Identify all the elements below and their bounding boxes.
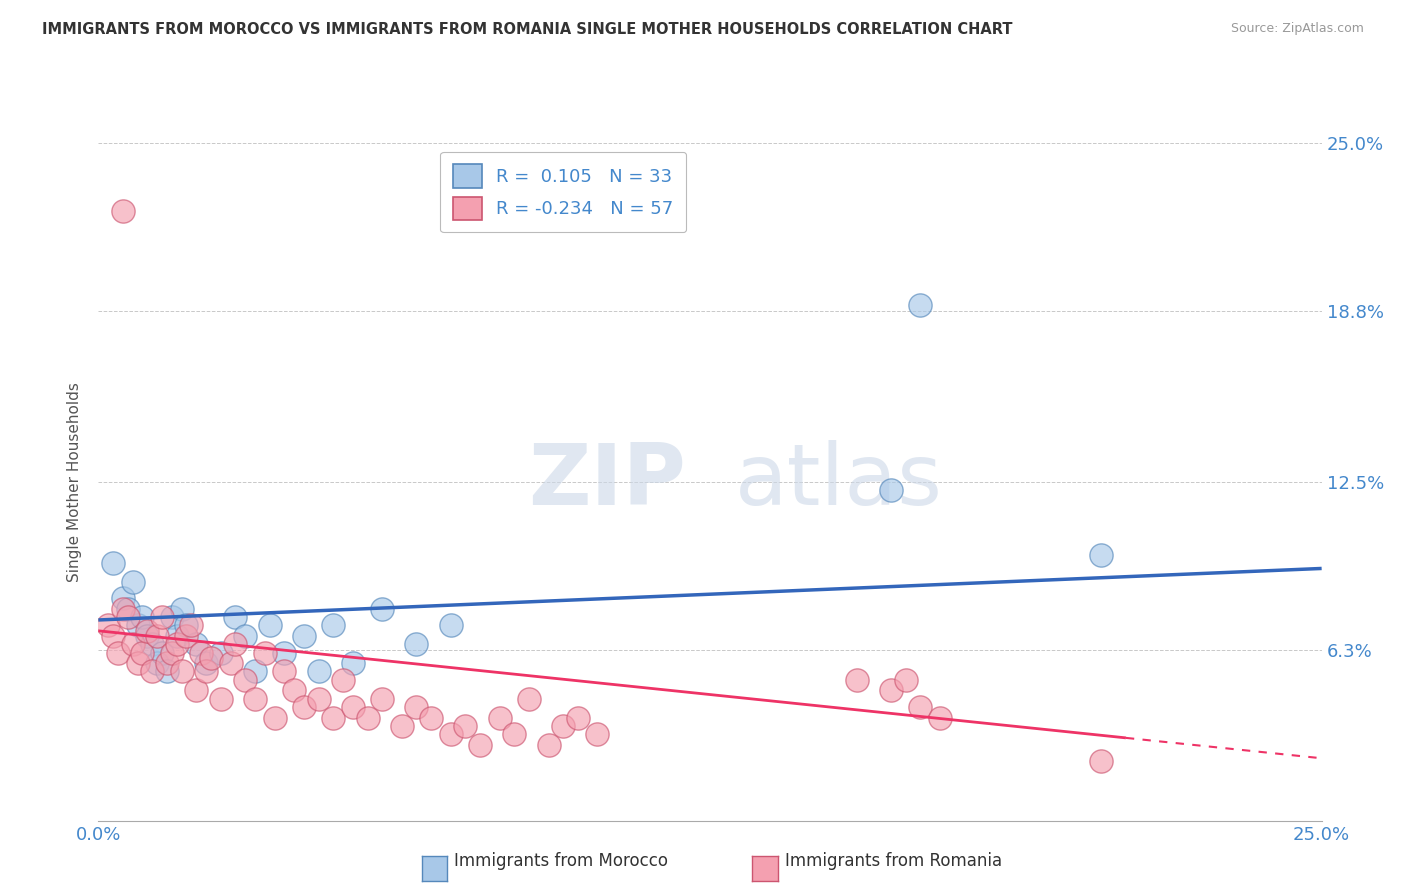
Point bbox=[150, 646, 173, 660]
Point bbox=[117, 610, 139, 624]
Point bbox=[136, 629, 159, 643]
Point bbox=[141, 665, 163, 679]
Point bbox=[468, 738, 491, 752]
Point bbox=[253, 646, 276, 660]
Text: Immigrants from Romania: Immigrants from Romania bbox=[785, 852, 1001, 870]
Point bbox=[1090, 754, 1112, 768]
Point bbox=[111, 602, 134, 616]
Point bbox=[440, 727, 463, 741]
Y-axis label: Single Mother Households: Single Mother Households bbox=[67, 382, 83, 582]
Point bbox=[170, 665, 193, 679]
Point bbox=[292, 699, 315, 714]
Point bbox=[176, 629, 198, 643]
Point bbox=[405, 637, 427, 651]
Point bbox=[910, 298, 932, 312]
Point bbox=[332, 673, 354, 687]
Point bbox=[233, 673, 256, 687]
Point bbox=[503, 727, 526, 741]
Point bbox=[517, 691, 540, 706]
Point bbox=[186, 637, 208, 651]
Point bbox=[322, 710, 344, 724]
Point bbox=[111, 591, 134, 606]
Point bbox=[136, 624, 159, 638]
Point bbox=[224, 637, 246, 651]
Point bbox=[537, 738, 560, 752]
Point bbox=[97, 618, 120, 632]
Point bbox=[342, 657, 364, 671]
Point bbox=[117, 602, 139, 616]
Point bbox=[259, 618, 281, 632]
Legend: R =  0.105   N = 33, R = -0.234   N = 57: R = 0.105 N = 33, R = -0.234 N = 57 bbox=[440, 152, 686, 233]
Point bbox=[127, 618, 149, 632]
Point bbox=[586, 727, 609, 741]
Point bbox=[166, 637, 188, 651]
Point bbox=[342, 699, 364, 714]
Text: Source: ZipAtlas.com: Source: ZipAtlas.com bbox=[1230, 22, 1364, 36]
Point bbox=[233, 629, 256, 643]
Point bbox=[101, 556, 124, 570]
Point bbox=[127, 657, 149, 671]
Point bbox=[146, 629, 169, 643]
Point bbox=[263, 710, 285, 724]
Point bbox=[186, 683, 208, 698]
Point bbox=[454, 719, 477, 733]
Point bbox=[107, 646, 129, 660]
Point bbox=[176, 618, 198, 632]
Point bbox=[209, 691, 232, 706]
Point bbox=[371, 602, 394, 616]
Point bbox=[910, 699, 932, 714]
Point bbox=[420, 710, 443, 724]
Point bbox=[440, 618, 463, 632]
Point bbox=[845, 673, 868, 687]
Point bbox=[224, 610, 246, 624]
Point bbox=[131, 610, 153, 624]
Point bbox=[170, 602, 193, 616]
Text: ZIP: ZIP bbox=[527, 440, 686, 524]
Point bbox=[894, 673, 917, 687]
Point bbox=[121, 637, 143, 651]
Point bbox=[111, 203, 134, 218]
Point bbox=[356, 710, 378, 724]
Point bbox=[391, 719, 413, 733]
Point bbox=[371, 691, 394, 706]
Point bbox=[273, 665, 295, 679]
Point bbox=[273, 646, 295, 660]
Point bbox=[219, 657, 242, 671]
Text: atlas: atlas bbox=[734, 440, 942, 524]
Point bbox=[131, 646, 153, 660]
Point bbox=[180, 618, 202, 632]
Point bbox=[156, 657, 179, 671]
Point bbox=[488, 710, 510, 724]
Point bbox=[195, 665, 218, 679]
Point bbox=[308, 665, 330, 679]
Point bbox=[929, 710, 952, 724]
Point bbox=[567, 710, 589, 724]
Point bbox=[553, 719, 575, 733]
Point bbox=[190, 646, 212, 660]
Point bbox=[880, 483, 903, 497]
Point bbox=[160, 610, 183, 624]
Text: IMMIGRANTS FROM MOROCCO VS IMMIGRANTS FROM ROMANIA SINGLE MOTHER HOUSEHOLDS CORR: IMMIGRANTS FROM MOROCCO VS IMMIGRANTS FR… bbox=[42, 22, 1012, 37]
Point bbox=[405, 699, 427, 714]
Point bbox=[150, 610, 173, 624]
Point bbox=[880, 683, 903, 698]
Point bbox=[209, 646, 232, 660]
Point bbox=[243, 665, 266, 679]
Point bbox=[146, 657, 169, 671]
Point bbox=[243, 691, 266, 706]
Text: Immigrants from Morocco: Immigrants from Morocco bbox=[454, 852, 668, 870]
Point bbox=[292, 629, 315, 643]
Point bbox=[195, 657, 218, 671]
Point bbox=[141, 637, 163, 651]
Point bbox=[283, 683, 305, 698]
Point bbox=[308, 691, 330, 706]
Point bbox=[322, 618, 344, 632]
Point bbox=[160, 646, 183, 660]
Point bbox=[200, 651, 222, 665]
Point bbox=[121, 574, 143, 589]
Point bbox=[1090, 548, 1112, 562]
Point bbox=[166, 629, 188, 643]
Point bbox=[156, 665, 179, 679]
Point bbox=[101, 629, 124, 643]
